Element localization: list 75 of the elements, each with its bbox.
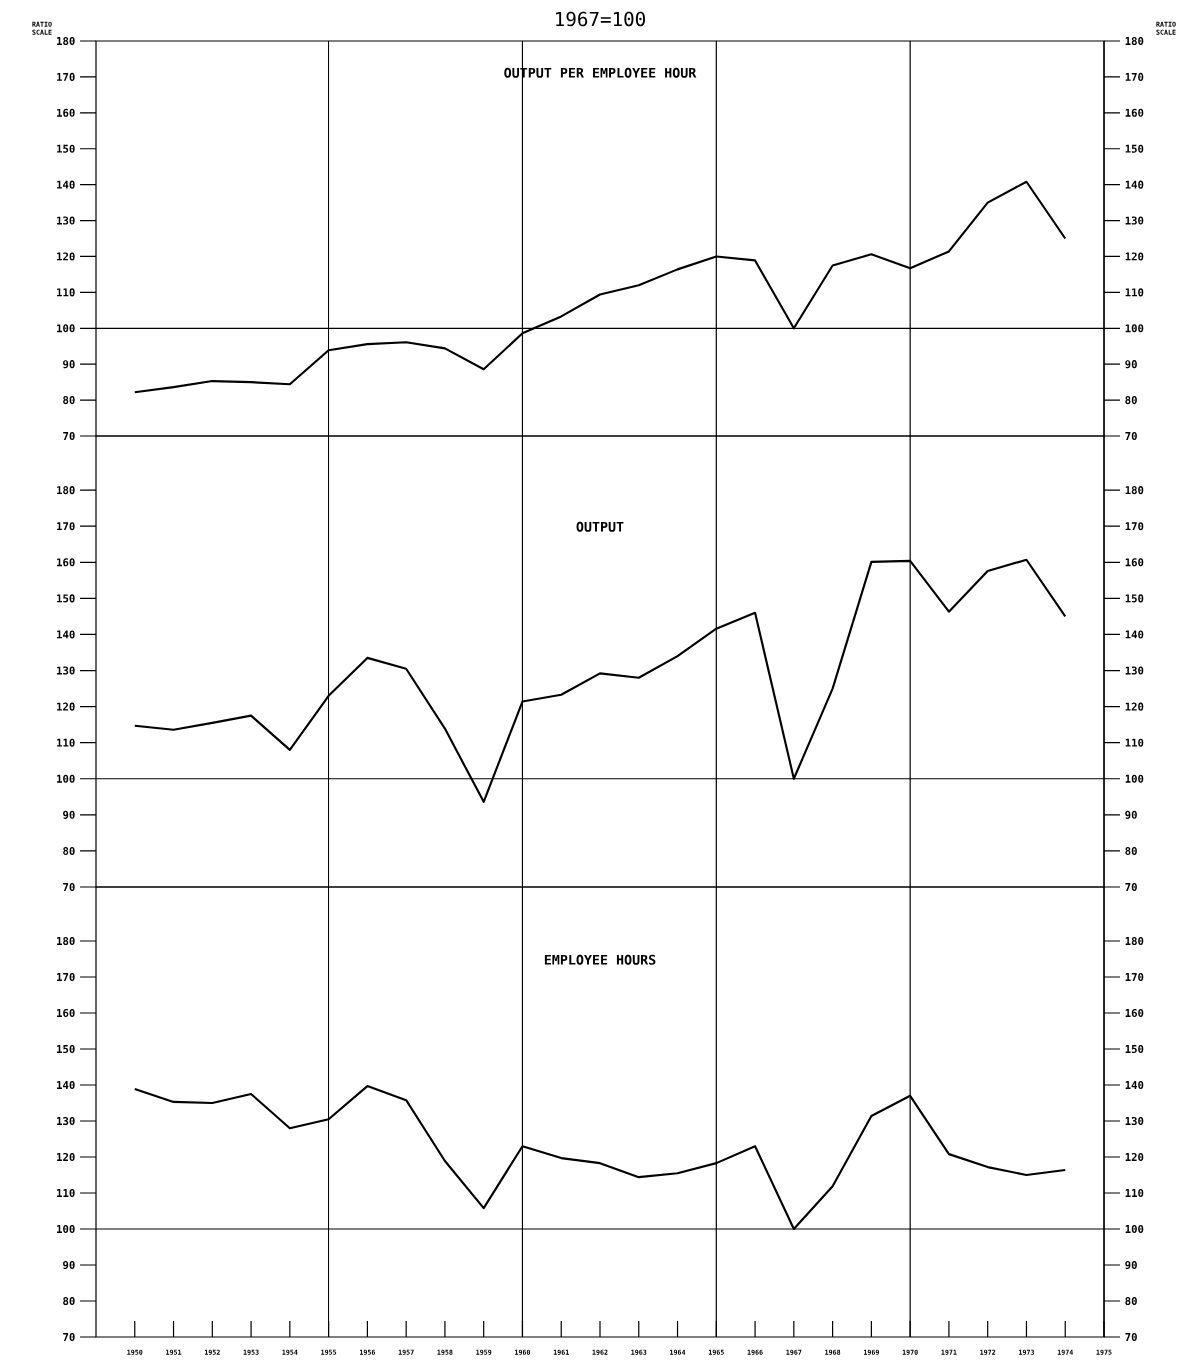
text: OUTPUT [576,521,624,532]
y-tick-label: 120 [57,1152,75,1162]
y2-tick-label: 120 [1125,1152,1144,1162]
y2-tick-label: 70 [1125,1332,1137,1342]
y2-tick-label: 70 [1125,882,1137,892]
y-tick-label: 120 [57,252,75,261]
y2-tick-label: 90 [1125,810,1137,819]
y2-tick-label: 150 [1125,144,1144,153]
y2-tick-label: 170 [1125,522,1144,531]
y-tick-label: 170 [57,522,75,531]
y-tick-label: 100 [57,774,75,783]
y2-tick-label: 90 [1125,360,1137,369]
y-tick-label: 180 [57,936,75,946]
y2-tick-label: 110 [1125,288,1144,297]
y2-tick-label: 180 [1125,36,1144,46]
y2-tick-label: 180 [1125,936,1144,946]
y-tick-label: 160 [57,558,75,567]
y2-tick-label: 160 [1125,108,1144,117]
y-tick-label: 80 [63,846,75,855]
y2-tick-label: 160 [1125,558,1144,567]
y-tick-label: 70 [63,431,75,441]
y-tick-label: 130 [57,216,75,225]
y-tick-label: 90 [63,810,75,819]
y-tick-label: 80 [63,396,75,405]
y-tick-label: 100 [57,1224,75,1234]
y-tick-label: 80 [63,1296,75,1306]
y2-tick-label: 130 [1125,666,1144,675]
y2-tick-label: 100 [1125,774,1144,783]
y-tick-label: 70 [63,882,75,892]
chart-subtitle: 1967=100 [556,11,645,27]
y-tick-label: 160 [57,1008,75,1018]
y-tick-label: 110 [57,738,75,747]
y2-tick-label: 140 [1125,630,1144,639]
y-tick-label: 110 [57,288,75,297]
y2-tick-label: 130 [1125,216,1144,225]
y-tick-label: 140 [57,630,75,639]
y2-tick-label: 170 [1125,972,1144,982]
y2-tick-label: 140 [1125,1080,1144,1090]
y2-tick-label: 180 [1125,486,1144,495]
y-tick-label: 180 [57,486,75,495]
y-tick-label: 90 [63,1260,75,1270]
y-tick-label: 130 [57,666,75,675]
y2-tick-label: 160 [1125,1008,1144,1018]
y-tick-label: 110 [57,1188,75,1198]
y-tick-label: 140 [57,180,75,189]
y-tick-label: 90 [63,360,75,369]
y2-tick-label: 150 [1125,1044,1144,1054]
y2-tick-label: 120 [1125,252,1144,261]
y2-tick-label: 140 [1125,180,1144,189]
y2-tick-label: 170 [1125,72,1144,81]
y-tick-label: 170 [57,72,75,81]
y2-tick-label: 80 [1125,1296,1137,1306]
y2-tick-label: 110 [1125,1188,1144,1198]
y-tick-label: 120 [57,702,75,711]
y2-tick-label: 100 [1125,1224,1144,1234]
y2-tick-label: 120 [1125,702,1144,711]
y-tick-label: 160 [57,108,75,117]
y2-tick-label: 150 [1125,594,1144,603]
y-tick-label: 100 [57,324,75,333]
y-tick-label: 130 [57,1116,75,1126]
y2-tick-label: 90 [1125,1260,1137,1270]
y-tick-label: 170 [57,972,75,982]
y2-tick-label: 80 [1125,846,1137,855]
y-tick-label: 150 [57,594,75,603]
y-tick-label: 180 [57,36,75,46]
y-tick-label: 70 [63,1332,75,1342]
y2-tick-label: 110 [1125,738,1144,747]
y2-tick-label: 70 [1125,431,1137,441]
y-tick-label: 150 [57,1044,75,1054]
y-tick-label: 150 [57,144,75,153]
text: EMPLOYEE HOURS [544,954,656,965]
y2-tick-label: 100 [1125,324,1144,333]
y-tick-label: 140 [57,1080,75,1090]
y2-tick-label: 80 [1125,396,1137,405]
y2-tick-label: 130 [1125,1116,1144,1126]
